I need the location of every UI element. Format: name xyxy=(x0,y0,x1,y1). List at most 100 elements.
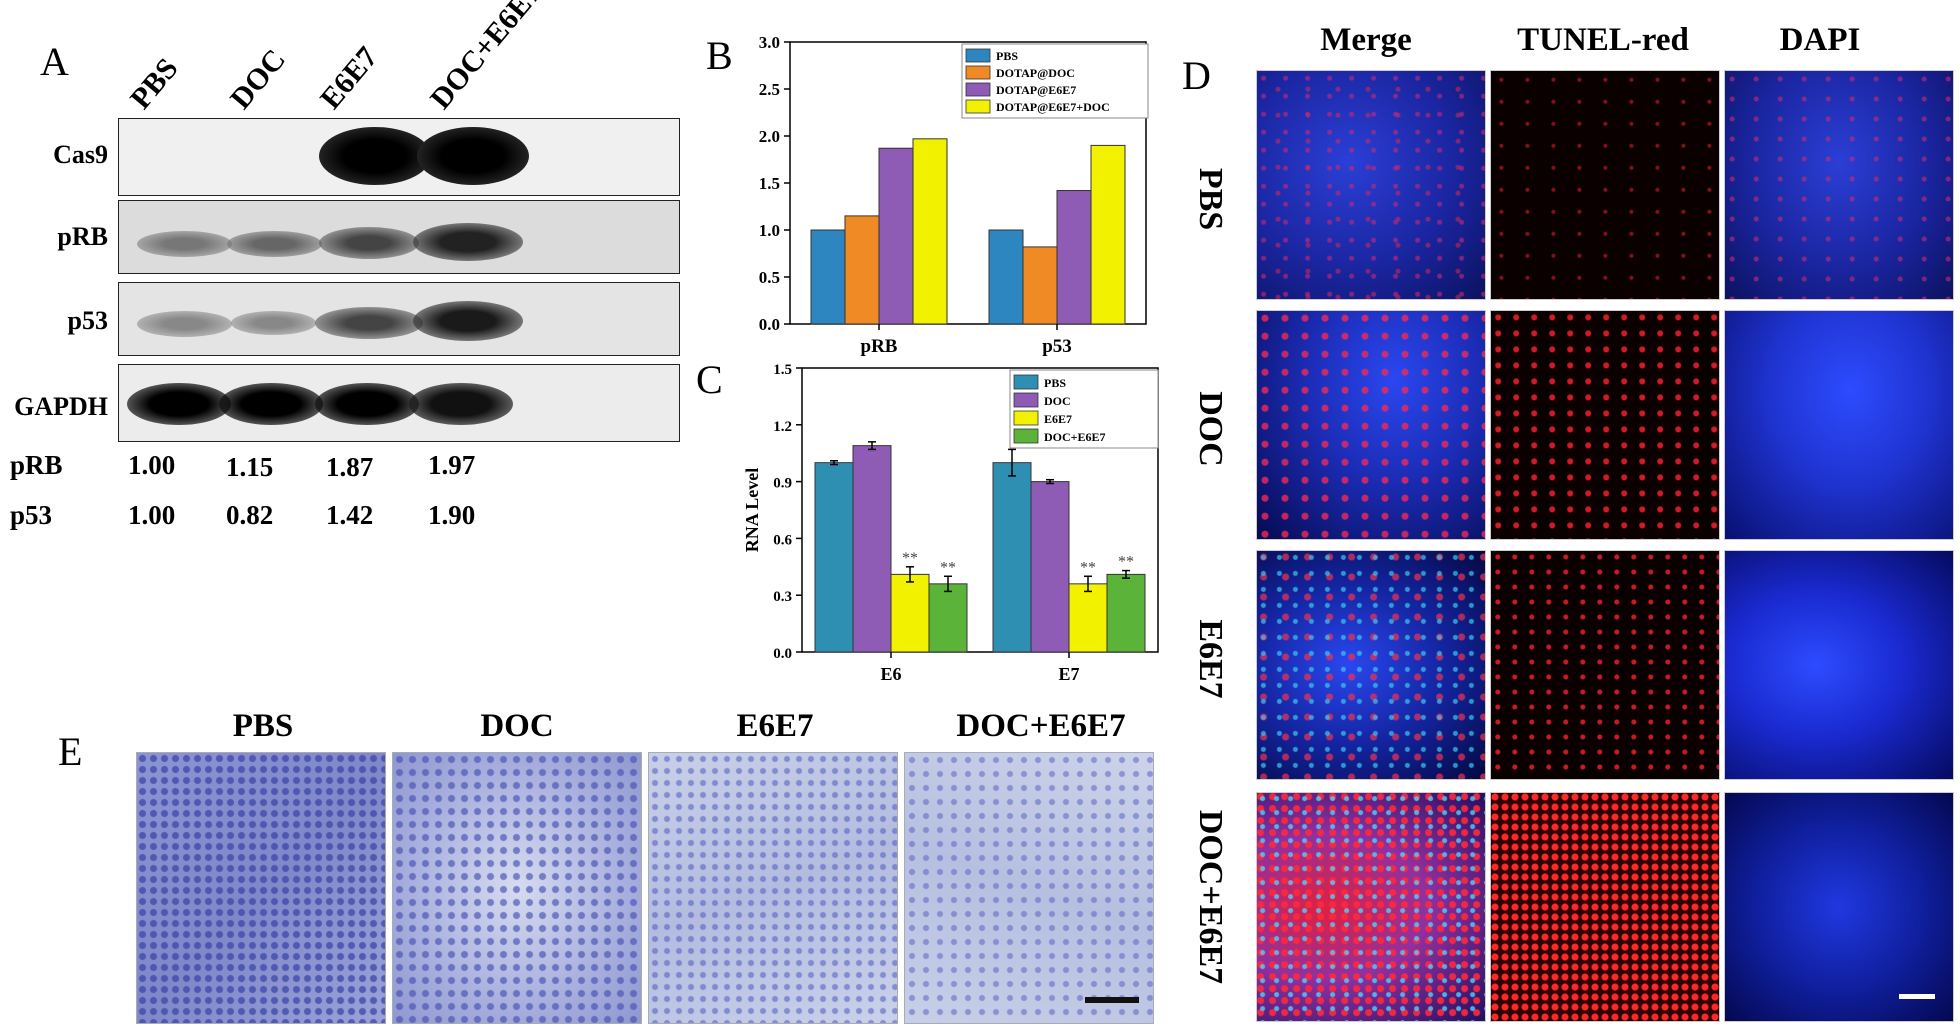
row-label-gapdh: GAPDH xyxy=(14,392,108,421)
lane-label-e6e7: E6E7 xyxy=(313,40,385,116)
blot-prb xyxy=(118,200,680,274)
he-doc-e6e7 xyxy=(904,752,1154,1024)
y-tick-label: 1.5 xyxy=(773,362,792,378)
fluor-pbs-tunel xyxy=(1490,70,1720,300)
fluor-row-pbs: PBS xyxy=(1192,167,1229,231)
legend-label: PBS xyxy=(996,49,1018,63)
fluor-doc-dapi xyxy=(1724,310,1954,540)
bar-E6E7-E7 xyxy=(1068,583,1108,653)
fluor-doc-e6e7-tunel xyxy=(1490,792,1720,1022)
quant-prb-pbs: 1.00 xyxy=(128,450,176,480)
y-tick-label: 1.0 xyxy=(759,221,780,240)
bar-DOTAP@E6E7+DOC-pRB xyxy=(912,138,948,325)
legend-box xyxy=(961,43,1149,119)
row-label-p53: p53 xyxy=(67,306,108,335)
quant-prb-doc: 1.15 xyxy=(226,452,274,482)
x-tick-label: p53 xyxy=(1042,336,1072,357)
scale-bar-d xyxy=(1899,994,1935,999)
quant-p53-pbs: 1.00 xyxy=(128,500,176,530)
panel-b-letter: B xyxy=(706,33,733,78)
he-pbs xyxy=(136,752,386,1024)
fluor-e6e7-merge xyxy=(1256,550,1486,780)
band-prb-e6e7 xyxy=(319,227,419,259)
legend-label: PBS xyxy=(1044,376,1066,390)
band-prb-doc-e6e7 xyxy=(413,223,523,261)
band-prb-doc xyxy=(227,231,322,257)
chart-b: 0.0 0.5 1.0 1.5 2.0 2.5 3.0 pRB p53 PBS DOTAP@DOC D… xyxy=(759,33,1149,357)
he-col-doc: DOC xyxy=(480,708,554,744)
scale-bar-e xyxy=(1085,997,1139,1003)
y-tick-label: 2.5 xyxy=(759,80,780,99)
bar-PBS-pRB xyxy=(810,229,846,325)
band-cas9-e6e7 xyxy=(319,127,431,185)
fluor-doc-tunel xyxy=(1490,310,1720,540)
plot-frame xyxy=(801,367,1159,653)
bar-PBS-p53 xyxy=(988,229,1024,325)
bar-DOC+E6E7-E6 xyxy=(928,583,968,653)
lane-label-pbs: PBS xyxy=(123,51,185,116)
quant-p53-label: p53 xyxy=(10,500,53,530)
fluor-doc-merge xyxy=(1256,310,1486,540)
band-gapdh-pbs xyxy=(127,383,231,425)
fluor-col-dapi: DAPI xyxy=(1779,22,1861,58)
band-gapdh-doc xyxy=(219,383,323,425)
y-tick-label: 0.0 xyxy=(759,315,780,334)
panel-a-letter: A xyxy=(40,39,69,84)
lane-label-doc-e6e7: DOC+E6E7 xyxy=(423,0,549,116)
row-label-prb: pRB xyxy=(57,222,108,251)
fluor-pbs-merge xyxy=(1256,70,1486,300)
bar-DOC-E7 xyxy=(1030,481,1070,653)
blot-cas9 xyxy=(118,118,680,196)
band-cas9-doc-e6e7 xyxy=(417,127,529,185)
he-e6e7 xyxy=(648,752,898,1024)
legend-label: DOC+E6E7 xyxy=(1044,430,1106,444)
quant-prb-label: pRB xyxy=(10,450,63,480)
fluor-doc-e6e7-dapi xyxy=(1724,792,1954,1022)
y-tick-label: 0.9 xyxy=(773,476,792,492)
y-tick-label: 0.5 xyxy=(759,268,780,287)
bar-DOTAP@E6E7+DOC-p53 xyxy=(1090,144,1126,325)
panel-e-letter: E xyxy=(58,729,83,774)
band-p53-doc xyxy=(231,311,316,335)
row-label-cas9: Cas9 xyxy=(53,140,108,169)
he-doc xyxy=(392,752,642,1024)
y-tick-label: 0.3 xyxy=(773,589,792,605)
legend-swatch xyxy=(1013,374,1039,390)
bar-PBS-E6 xyxy=(814,462,854,653)
fluor-row-doc-e6e7: DOC+E6E7 xyxy=(1192,809,1229,985)
legend-label: DOTAP@E6E7+DOC xyxy=(996,100,1110,114)
bar-DOTAP@DOC-pRB xyxy=(844,215,880,325)
blot-p53 xyxy=(118,282,680,356)
fluor-col-merge: Merge xyxy=(1320,22,1412,58)
significance-label: ** xyxy=(940,559,956,576)
he-col-pbs: PBS xyxy=(232,708,294,744)
lane-label-doc: DOC xyxy=(223,43,293,116)
fluor-e6e7-dapi xyxy=(1724,550,1954,780)
y-tick-label: 2.0 xyxy=(759,127,780,146)
legend-swatch xyxy=(965,65,991,80)
quant-prb-e6e7: 1.87 xyxy=(326,452,374,482)
x-tick-label: pRB xyxy=(861,336,898,357)
legend-label: DOTAP@E6E7 xyxy=(996,83,1076,97)
bar-DOC-E6 xyxy=(852,445,892,653)
legend-label: DOC xyxy=(1044,394,1071,408)
band-gapdh-e6e7 xyxy=(315,383,419,425)
bar-DOTAP@E6E7-p53 xyxy=(1056,190,1092,325)
fluor-e6e7-tunel xyxy=(1490,550,1720,780)
quant-prb-doc-e6e7: 1.97 xyxy=(428,450,476,480)
x-tick-label: E6 xyxy=(880,664,901,684)
quant-p53-e6e7: 1.42 xyxy=(326,500,374,530)
he-col-e6e7: E6E7 xyxy=(736,708,814,744)
fluor-pbs-dapi xyxy=(1724,70,1954,300)
legend-label: E6E7 xyxy=(1044,412,1072,426)
band-prb-pbs xyxy=(137,231,232,257)
legend-swatch xyxy=(1013,410,1039,426)
legend-swatch xyxy=(965,99,991,114)
band-p53-e6e7 xyxy=(315,307,423,339)
legend-swatch xyxy=(1013,428,1039,444)
significance-label: ** xyxy=(902,550,918,567)
legend-swatch xyxy=(965,82,991,97)
y-tick-label: 0.0 xyxy=(773,646,792,662)
fluor-row-e6e7: E6E7 xyxy=(1192,619,1229,699)
significance-label: ** xyxy=(1118,554,1134,571)
